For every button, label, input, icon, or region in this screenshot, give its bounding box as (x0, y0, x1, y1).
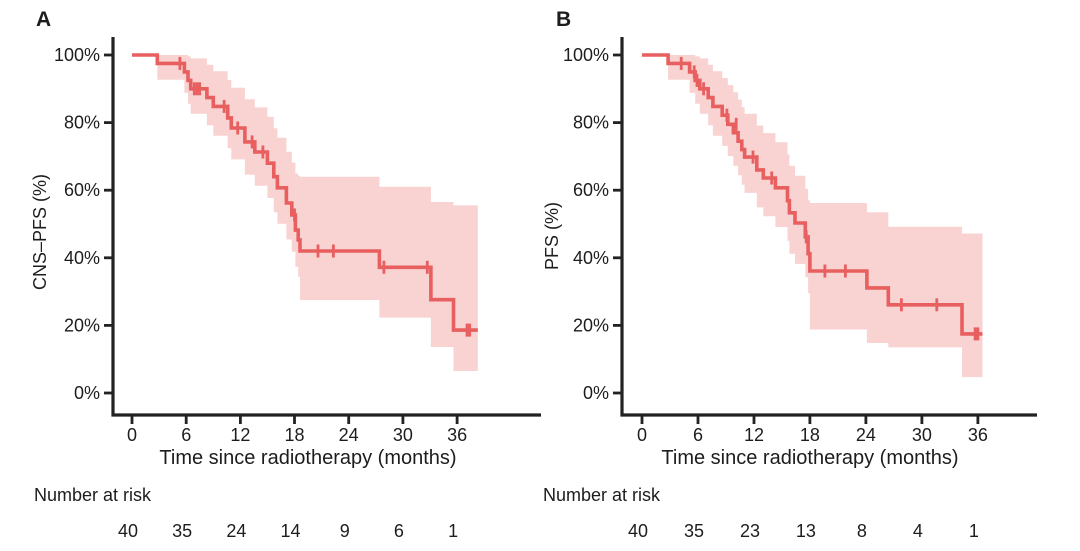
number-at-risk-value: 1 (448, 521, 458, 541)
y-tick-label: 80% (64, 113, 100, 133)
number-at-risk-value: 4 (913, 521, 923, 541)
panel-a-letter: A (36, 8, 52, 31)
number-at-risk-value: 23 (740, 521, 760, 541)
km-panel-b: 0 40 6 35 12 23 18 13 24 8 30 4 36 1 100% 80% 60% 40% 20% 0… (563, 37, 1037, 541)
y-tick-label: 0% (74, 383, 100, 403)
x-tick-label: 24 (339, 425, 359, 445)
number-at-risk-label-b: Number at risk (543, 485, 661, 505)
censor-marks-b (679, 56, 980, 341)
number-at-risk-value: 35 (684, 521, 704, 541)
axes-b (620, 37, 1037, 417)
x-tick-label: 6 (181, 425, 191, 445)
x-axis-title-a: Time since radiotherapy (months) (159, 447, 457, 469)
y-tick-label: 100% (54, 45, 100, 65)
x-tick-label: 18 (284, 425, 304, 445)
x-axis-title-b: Time since radiotherapy (months) (661, 447, 959, 469)
km-panel-a: 0 40 6 35 12 24 18 14 24 9 30 6 36 1 100% 80% 60% 40% 20% 0… (54, 37, 541, 541)
number-at-risk-value: 14 (280, 521, 300, 541)
y-axis-title-a: CNS–PFS (%) (30, 173, 50, 290)
x-tick-label: 30 (393, 425, 413, 445)
y-tick-label: 100% (563, 45, 609, 65)
x-tick-label: 30 (912, 425, 932, 445)
y-tick-label: 40% (573, 248, 609, 268)
x-tick-label: 36 (968, 425, 988, 445)
y-tick-label: 20% (573, 315, 609, 335)
x-tick-label: 12 (230, 425, 250, 445)
y-tick-label: 60% (573, 180, 609, 200)
number-at-risk-value: 1 (969, 521, 979, 541)
y-tick-label: 80% (573, 113, 609, 133)
number-at-risk-value: 6 (394, 521, 404, 541)
number-at-risk-value: 8 (857, 521, 867, 541)
panel-b-letter: B (556, 8, 572, 31)
survival-curve-a (132, 53, 478, 332)
x-tick-label: 24 (856, 425, 876, 445)
censor-marks-a (178, 56, 472, 337)
number-at-risk-value: 24 (226, 521, 246, 541)
number-at-risk-value: 40 (118, 521, 138, 541)
y-tick-label: 20% (64, 315, 100, 335)
number-at-risk-value: 35 (172, 521, 192, 541)
number-at-risk-label-a: Number at risk (34, 485, 152, 505)
x-tick-label: 36 (447, 425, 467, 445)
confidence-band-a (157, 55, 478, 371)
x-tick-label: 18 (800, 425, 820, 445)
confidence-band-b (668, 55, 983, 378)
axes-a (111, 37, 541, 417)
y-tick-label: 0% (583, 383, 609, 403)
x-tick-label: 0 (127, 425, 137, 445)
x-tick-label: 0 (637, 425, 647, 445)
number-at-risk-value: 13 (796, 521, 816, 541)
y-tick-label: 40% (64, 248, 100, 268)
x-tick-label: 12 (744, 425, 764, 445)
y-tick-label: 60% (64, 180, 100, 200)
y-axis-title-b: PFS (%) (542, 201, 562, 270)
number-at-risk-value: 9 (340, 521, 350, 541)
x-tick-label: 6 (693, 425, 703, 445)
number-at-risk-value: 40 (628, 521, 648, 541)
survival-curve-b (642, 53, 983, 336)
